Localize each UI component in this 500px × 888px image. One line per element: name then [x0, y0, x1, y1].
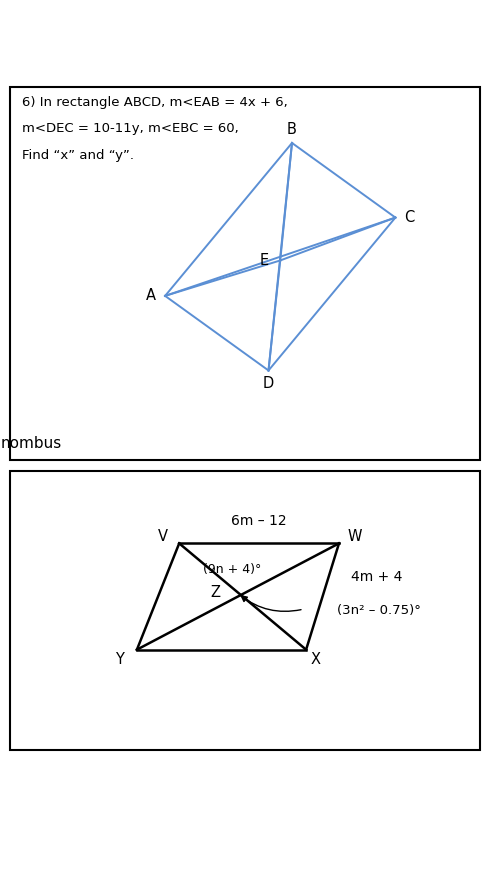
Text: Y: Y	[114, 652, 124, 667]
Text: nombus: nombus	[0, 436, 62, 451]
Text: m<DEC = 10-11y, m<EBC = 60,: m<DEC = 10-11y, m<EBC = 60,	[22, 123, 238, 136]
Text: D: D	[263, 376, 274, 391]
Text: W: W	[348, 529, 362, 543]
Text: 4m + 4: 4m + 4	[351, 570, 402, 584]
Text: C: C	[404, 210, 414, 225]
Text: 6) In rectangle ABCD, m<EAB = 4x + 6,: 6) In rectangle ABCD, m<EAB = 4x + 6,	[22, 97, 287, 109]
Text: 6m – 12: 6m – 12	[232, 514, 287, 528]
Text: (3n² – 0.75)°: (3n² – 0.75)°	[336, 604, 420, 617]
Text: E: E	[259, 253, 268, 268]
Text: Z: Z	[210, 585, 220, 599]
Text: V: V	[158, 529, 168, 543]
Text: X: X	[310, 652, 320, 667]
Text: B: B	[287, 123, 297, 138]
Text: (9n + 4)°: (9n + 4)°	[202, 563, 261, 576]
Text: A: A	[146, 289, 156, 304]
Text: Find “x” and “y”.: Find “x” and “y”.	[22, 148, 134, 162]
